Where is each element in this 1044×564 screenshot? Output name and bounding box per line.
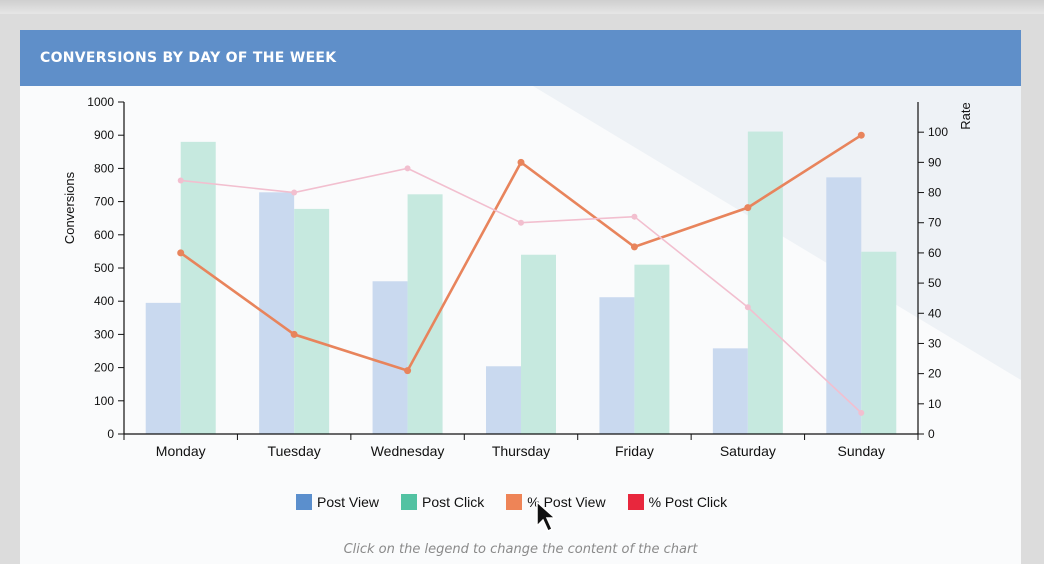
legend-label: % Post View [527,494,606,510]
x-tick-label: Tuesday [268,443,321,459]
legend-swatch-icon [627,494,644,510]
y-tick-label-left: 1000 [87,95,114,109]
point-post-view-saturday [744,204,752,212]
y-tick-label-right: 20 [928,367,942,381]
y-tick-label-left: 600 [94,228,114,242]
bar-post-click-wednesday [407,194,443,434]
y-tick-label-right: 10 [928,397,942,411]
y-tick-label-right: 100 [928,125,948,139]
y-tick-label-left: 400 [94,294,114,308]
legend-item-post-view[interactable]: Post View [296,494,379,510]
y-tick-label-left: 900 [94,128,114,142]
mouse-cursor-icon [536,500,557,532]
point-post-click-sunday [858,409,865,416]
bar-post-view-thursday [486,366,521,434]
card-title: CONVERSIONS BY DAY OF THE WEEK [40,50,337,66]
point-post-click-tuesday [291,189,298,196]
footnote: Click on the legend to change the conten… [343,542,698,557]
legend-label: Post View [317,494,379,510]
legend-item-post-click[interactable]: % Post Click [627,494,728,510]
bar-post-click-tuesday [294,208,330,434]
y-tick-label-left: 0 [107,427,114,441]
y-axis-label-right: Rate [958,102,973,129]
y-tick-label-right: 40 [928,306,942,320]
chart-legend: Post View Post Click % Post View % Post Cli… [296,492,749,512]
legend-label: Post Click [422,494,485,510]
y-tick-label-right: 50 [928,276,942,290]
point-post-view-friday [630,243,638,251]
point-post-click-friday [631,213,638,220]
bar-post-click-sunday [861,251,897,434]
x-tick-label: Friday [615,443,654,459]
y-tick-label-right: 70 [928,216,942,230]
bar-post-view-friday [599,297,635,434]
x-tick-label: Thursday [492,443,550,459]
x-tick-label: Monday [156,443,206,459]
point-post-view-wednesday [404,367,412,375]
y-tick-label-right: 80 [928,186,942,200]
legend-label: % Post Click [648,494,728,510]
legend-item-post-view[interactable]: % Post View [506,494,606,510]
point-post-view-thursday [517,158,525,166]
y-tick-label-left: 700 [94,195,114,209]
y-tick-label-right: 30 [928,336,942,350]
bar-post-click-saturday [747,131,783,434]
point-post-click-saturday [744,304,751,311]
legend-item-post-click[interactable]: Post Click [401,494,484,510]
bar-post-view-sunday [826,177,862,434]
x-tick-label: Sunday [838,443,885,459]
chart-card: CONVERSIONS BY DAY OF THE WEEK 0 100 200 30… [20,30,1021,564]
legend-swatch-icon [506,494,523,510]
y-tick-label-left: 200 [94,361,114,375]
bar-post-click-friday [634,264,670,434]
y-tick-label-left: 500 [94,261,114,275]
bar-post-click-thursday [521,254,556,434]
point-post-click-thursday [518,219,524,226]
card-header: CONVERSIONS BY DAY OF THE WEEK [20,30,1021,86]
point-post-click-wednesday [404,165,411,172]
point-post-click-monday [177,177,184,184]
point-post-view-monday [177,249,185,257]
y-tick-label-left: 100 [94,394,114,408]
bar-post-view-saturday [712,348,748,434]
legend-swatch-icon [401,494,417,510]
point-post-view-tuesday [290,330,298,338]
bar-post-view-monday [145,302,181,434]
y-tick-label-right: 0 [928,427,935,441]
chart: 0 100 200 300 400 500 600 700 800 900 1000 0 10 20 30 4… [62,95,973,459]
y-axis-label-left: Conversions [62,171,77,244]
bar-post-view-wednesday [372,281,408,434]
y-tick-label-right: 60 [928,246,942,260]
y-tick-label-right: 90 [928,155,942,169]
x-tick-label: Wednesday [371,443,445,459]
y-tick-label-left: 300 [94,327,114,341]
legend-swatch-icon [296,494,312,510]
point-post-view-sunday [857,131,865,139]
y-tick-label-left: 800 [94,161,114,175]
top-bar [0,0,1044,14]
bar-post-click-monday [180,141,216,434]
x-tick-label: Saturday [720,443,776,459]
